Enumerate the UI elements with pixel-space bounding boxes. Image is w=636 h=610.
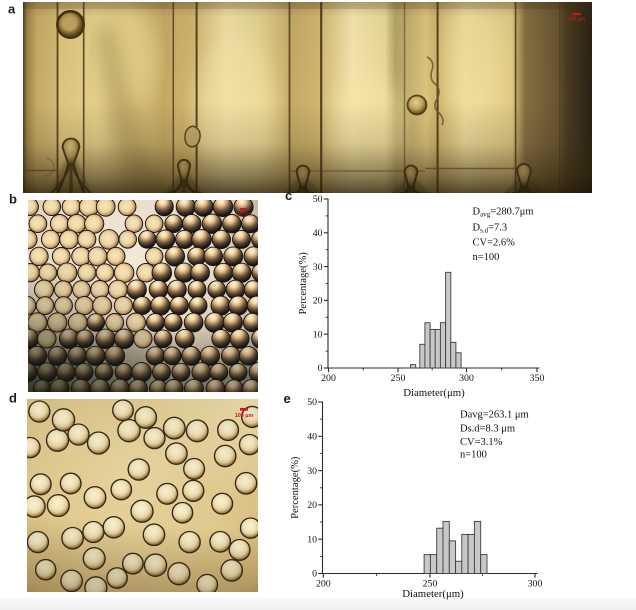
svg-text:350: 350 bbox=[530, 373, 545, 384]
svg-text:300: 300 bbox=[459, 373, 474, 384]
svg-text:Davg=263.1 μm: Davg=263.1 μm bbox=[460, 410, 529, 421]
svg-text:e: e bbox=[284, 391, 291, 406]
svg-text:30: 30 bbox=[313, 262, 323, 273]
svg-text:Diameter(μm): Diameter(μm) bbox=[402, 588, 464, 600]
svg-text:Percentage(%): Percentage(%) bbox=[290, 456, 301, 519]
svg-text:100 μm: 100 μm bbox=[235, 413, 254, 419]
svg-text:0: 0 bbox=[312, 569, 317, 580]
svg-text:100 μm: 100 μm bbox=[235, 212, 252, 218]
svg-text:50: 50 bbox=[307, 397, 317, 408]
svg-text:Percentage(%): Percentage(%) bbox=[298, 252, 309, 315]
svg-text:d: d bbox=[9, 391, 17, 406]
svg-text:10: 10 bbox=[307, 534, 317, 545]
svg-text:n=100: n=100 bbox=[460, 450, 487, 461]
svg-text:250: 250 bbox=[391, 373, 406, 384]
svg-text:b: b bbox=[9, 192, 17, 207]
svg-text:CV=3.1%: CV=3.1% bbox=[460, 437, 503, 448]
svg-text:30: 30 bbox=[307, 466, 317, 477]
svg-text:40: 40 bbox=[307, 432, 317, 443]
svg-text:20: 20 bbox=[307, 500, 317, 511]
svg-text:250: 250 bbox=[423, 579, 438, 590]
svg-text:20: 20 bbox=[313, 296, 323, 307]
svg-text:c: c bbox=[285, 188, 292, 203]
svg-text:Davg=280.7μm: Davg=280.7μm bbox=[473, 207, 534, 219]
svg-text:300: 300 bbox=[528, 579, 543, 590]
svg-text:200: 200 bbox=[321, 373, 336, 384]
svg-text:50: 50 bbox=[313, 194, 323, 205]
svg-text:Ds.d=8.3 μm: Ds.d=8.3 μm bbox=[460, 424, 515, 435]
svg-text:100 μm: 100 μm bbox=[567, 16, 584, 22]
svg-text:n=100: n=100 bbox=[473, 252, 500, 263]
svg-text:0: 0 bbox=[318, 363, 323, 374]
svg-text:a: a bbox=[8, 2, 16, 17]
svg-text:Ds.d=7.3: Ds.d=7.3 bbox=[473, 223, 508, 235]
svg-text:40: 40 bbox=[313, 228, 323, 239]
svg-text:200: 200 bbox=[316, 579, 331, 590]
svg-text:Diameter(μm): Diameter(μm) bbox=[403, 387, 465, 399]
svg-text:10: 10 bbox=[313, 329, 323, 340]
svg-text:CV=2.6%: CV=2.6% bbox=[473, 238, 516, 249]
